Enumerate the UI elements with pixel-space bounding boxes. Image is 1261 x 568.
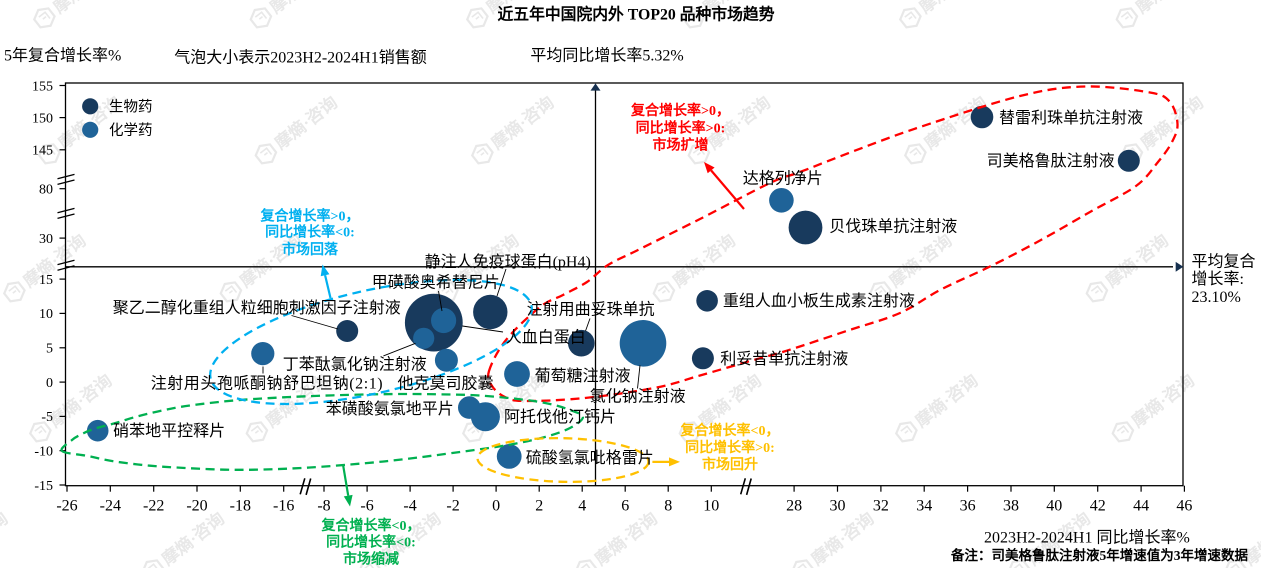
svg-text:平均复合: 平均复合 <box>1192 253 1256 271</box>
svg-text:-26: -26 <box>56 498 77 515</box>
svg-text:市场缩减: 市场缩减 <box>343 551 399 568</box>
svg-text:平均同比增长率5.32%: 平均同比增长率5.32% <box>530 47 683 65</box>
svg-text:阿托伐他汀钙片: 阿托伐他汀钙片 <box>504 408 616 426</box>
svg-text:10: 10 <box>39 307 53 322</box>
svg-text:46: 46 <box>1176 498 1192 515</box>
svg-text:-4: -4 <box>403 498 416 515</box>
svg-text:增长率:: 增长率: <box>1192 270 1244 288</box>
svg-text:硝苯地平控释片: 硝苯地平控释片 <box>113 422 225 440</box>
svg-text:5年复合增长率%: 5年复合增长率% <box>4 47 121 65</box>
svg-text:10: 10 <box>703 498 719 515</box>
svg-text:重组人血小板生成素注射液: 重组人血小板生成素注射液 <box>723 292 915 310</box>
svg-text:23.10%: 23.10% <box>1192 289 1241 306</box>
svg-text:化学药: 化学药 <box>109 122 153 139</box>
svg-text:0: 0 <box>46 376 53 391</box>
svg-text:-16: -16 <box>273 498 294 515</box>
svg-text:-15: -15 <box>34 479 53 494</box>
svg-text:利妥昔单抗注射液: 利妥昔单抗注射液 <box>720 350 848 368</box>
svg-text:-5: -5 <box>41 410 53 425</box>
svg-text:32: 32 <box>873 498 889 515</box>
svg-text:复合增长率>0，: 复合增长率>0， <box>630 102 730 119</box>
svg-text:他克莫司胶囊: 他克莫司胶囊 <box>398 374 494 392</box>
svg-text:注射用头孢哌酮钠舒巴坦钠(2:1): 注射用头孢哌酮钠舒巴坦钠(2:1) <box>151 375 383 393</box>
svg-text:复合增长率>0，: 复合增长率>0， <box>260 208 360 225</box>
svg-text:-8: -8 <box>317 498 330 515</box>
svg-text:30: 30 <box>39 232 53 247</box>
svg-text:近五年中国院内外 TOP20 品种市场趋势: 近五年中国院内外 TOP20 品种市场趋势 <box>497 5 774 24</box>
svg-text:-24: -24 <box>100 498 121 515</box>
svg-text:80: 80 <box>39 183 53 198</box>
svg-text:备注：司美格鲁肽注射液5年增速值为3年增速数据: 备注：司美格鲁肽注射液5年增速值为3年增速数据 <box>950 547 1248 563</box>
svg-text:葡萄糖注射液: 葡萄糖注射液 <box>535 367 631 385</box>
svg-text:达格列净片: 达格列净片 <box>743 170 823 188</box>
svg-text:2023H2-2024H1 同比增长率%: 2023H2-2024H1 同比增长率% <box>984 529 1190 547</box>
svg-text:5: 5 <box>46 342 53 357</box>
svg-text:44: 44 <box>1133 498 1149 515</box>
svg-text:静注人免疫球蛋白(pH4): 静注人免疫球蛋白(pH4) <box>425 253 591 271</box>
svg-text:氯化钠注射液: 氯化钠注射液 <box>590 388 686 406</box>
svg-text:市场回落: 市场回落 <box>282 241 339 258</box>
svg-text:丁苯酞氯化钠注射液: 丁苯酞氯化钠注射液 <box>283 356 427 374</box>
svg-text:150: 150 <box>32 111 53 126</box>
svg-text:-22: -22 <box>143 498 164 515</box>
svg-text:贝伐珠单抗注射液: 贝伐珠单抗注射液 <box>829 218 957 236</box>
svg-text:同比增长率>0:: 同比增长率>0: <box>636 120 726 137</box>
svg-text:15: 15 <box>39 273 53 288</box>
svg-text:38: 38 <box>1003 498 1019 515</box>
svg-text:-18: -18 <box>230 498 251 515</box>
svg-text:复合增长率<0，: 复合增长率<0， <box>321 517 421 534</box>
svg-text:苯磺酸氨氯地平片: 苯磺酸氨氯地平片 <box>326 400 454 418</box>
svg-text:0: 0 <box>492 498 500 515</box>
svg-text:复合增长率<0，: 复合增长率<0， <box>680 422 780 439</box>
svg-text:注射用曲妥珠单抗: 注射用曲妥珠单抗 <box>527 301 655 319</box>
svg-text:甲磺酸奥希替尼片: 甲磺酸奥希替尼片 <box>372 273 500 291</box>
svg-text:替雷利珠单抗注射液: 替雷利珠单抗注射液 <box>999 109 1143 127</box>
svg-text:硫酸氢氯吡格雷片: 硫酸氢氯吡格雷片 <box>526 449 654 467</box>
svg-text:同比增长率<0:: 同比增长率<0: <box>326 533 416 550</box>
svg-text:2: 2 <box>535 498 543 515</box>
svg-text:同比增长率>0:: 同比增长率>0: <box>685 439 775 456</box>
svg-text:145: 145 <box>32 144 53 159</box>
svg-text:-10: -10 <box>34 445 53 460</box>
svg-text:30: 30 <box>830 498 846 515</box>
svg-text:气泡大小表示2023H2-2024H1销售额: 气泡大小表示2023H2-2024H1销售额 <box>174 48 426 66</box>
svg-text:聚乙二醇化重组人粒细胞刺激因子注射液: 聚乙二醇化重组人粒细胞刺激因子注射液 <box>113 299 401 317</box>
svg-text:人血白蛋白: 人血白蛋白 <box>506 329 586 347</box>
svg-text:生物药: 生物药 <box>109 98 153 115</box>
svg-text:36: 36 <box>960 498 976 515</box>
svg-text:-2: -2 <box>446 498 459 515</box>
svg-text:-6: -6 <box>360 498 373 515</box>
svg-text:市场扩增: 市场扩增 <box>653 137 709 154</box>
svg-text:28: 28 <box>786 498 802 515</box>
svg-text:4: 4 <box>578 498 586 515</box>
svg-text:6: 6 <box>621 498 629 515</box>
svg-text:155: 155 <box>32 79 53 94</box>
svg-text:市场回升: 市场回升 <box>702 456 758 473</box>
svg-text:40: 40 <box>1046 498 1062 515</box>
svg-text:-20: -20 <box>186 498 207 515</box>
svg-text:司美格鲁肽注射液: 司美格鲁肽注射液 <box>987 152 1115 170</box>
svg-text:同比增长率<0:: 同比增长率<0: <box>265 224 355 241</box>
svg-text:8: 8 <box>664 498 672 515</box>
svg-text:34: 34 <box>916 498 932 515</box>
svg-text:42: 42 <box>1090 498 1106 515</box>
